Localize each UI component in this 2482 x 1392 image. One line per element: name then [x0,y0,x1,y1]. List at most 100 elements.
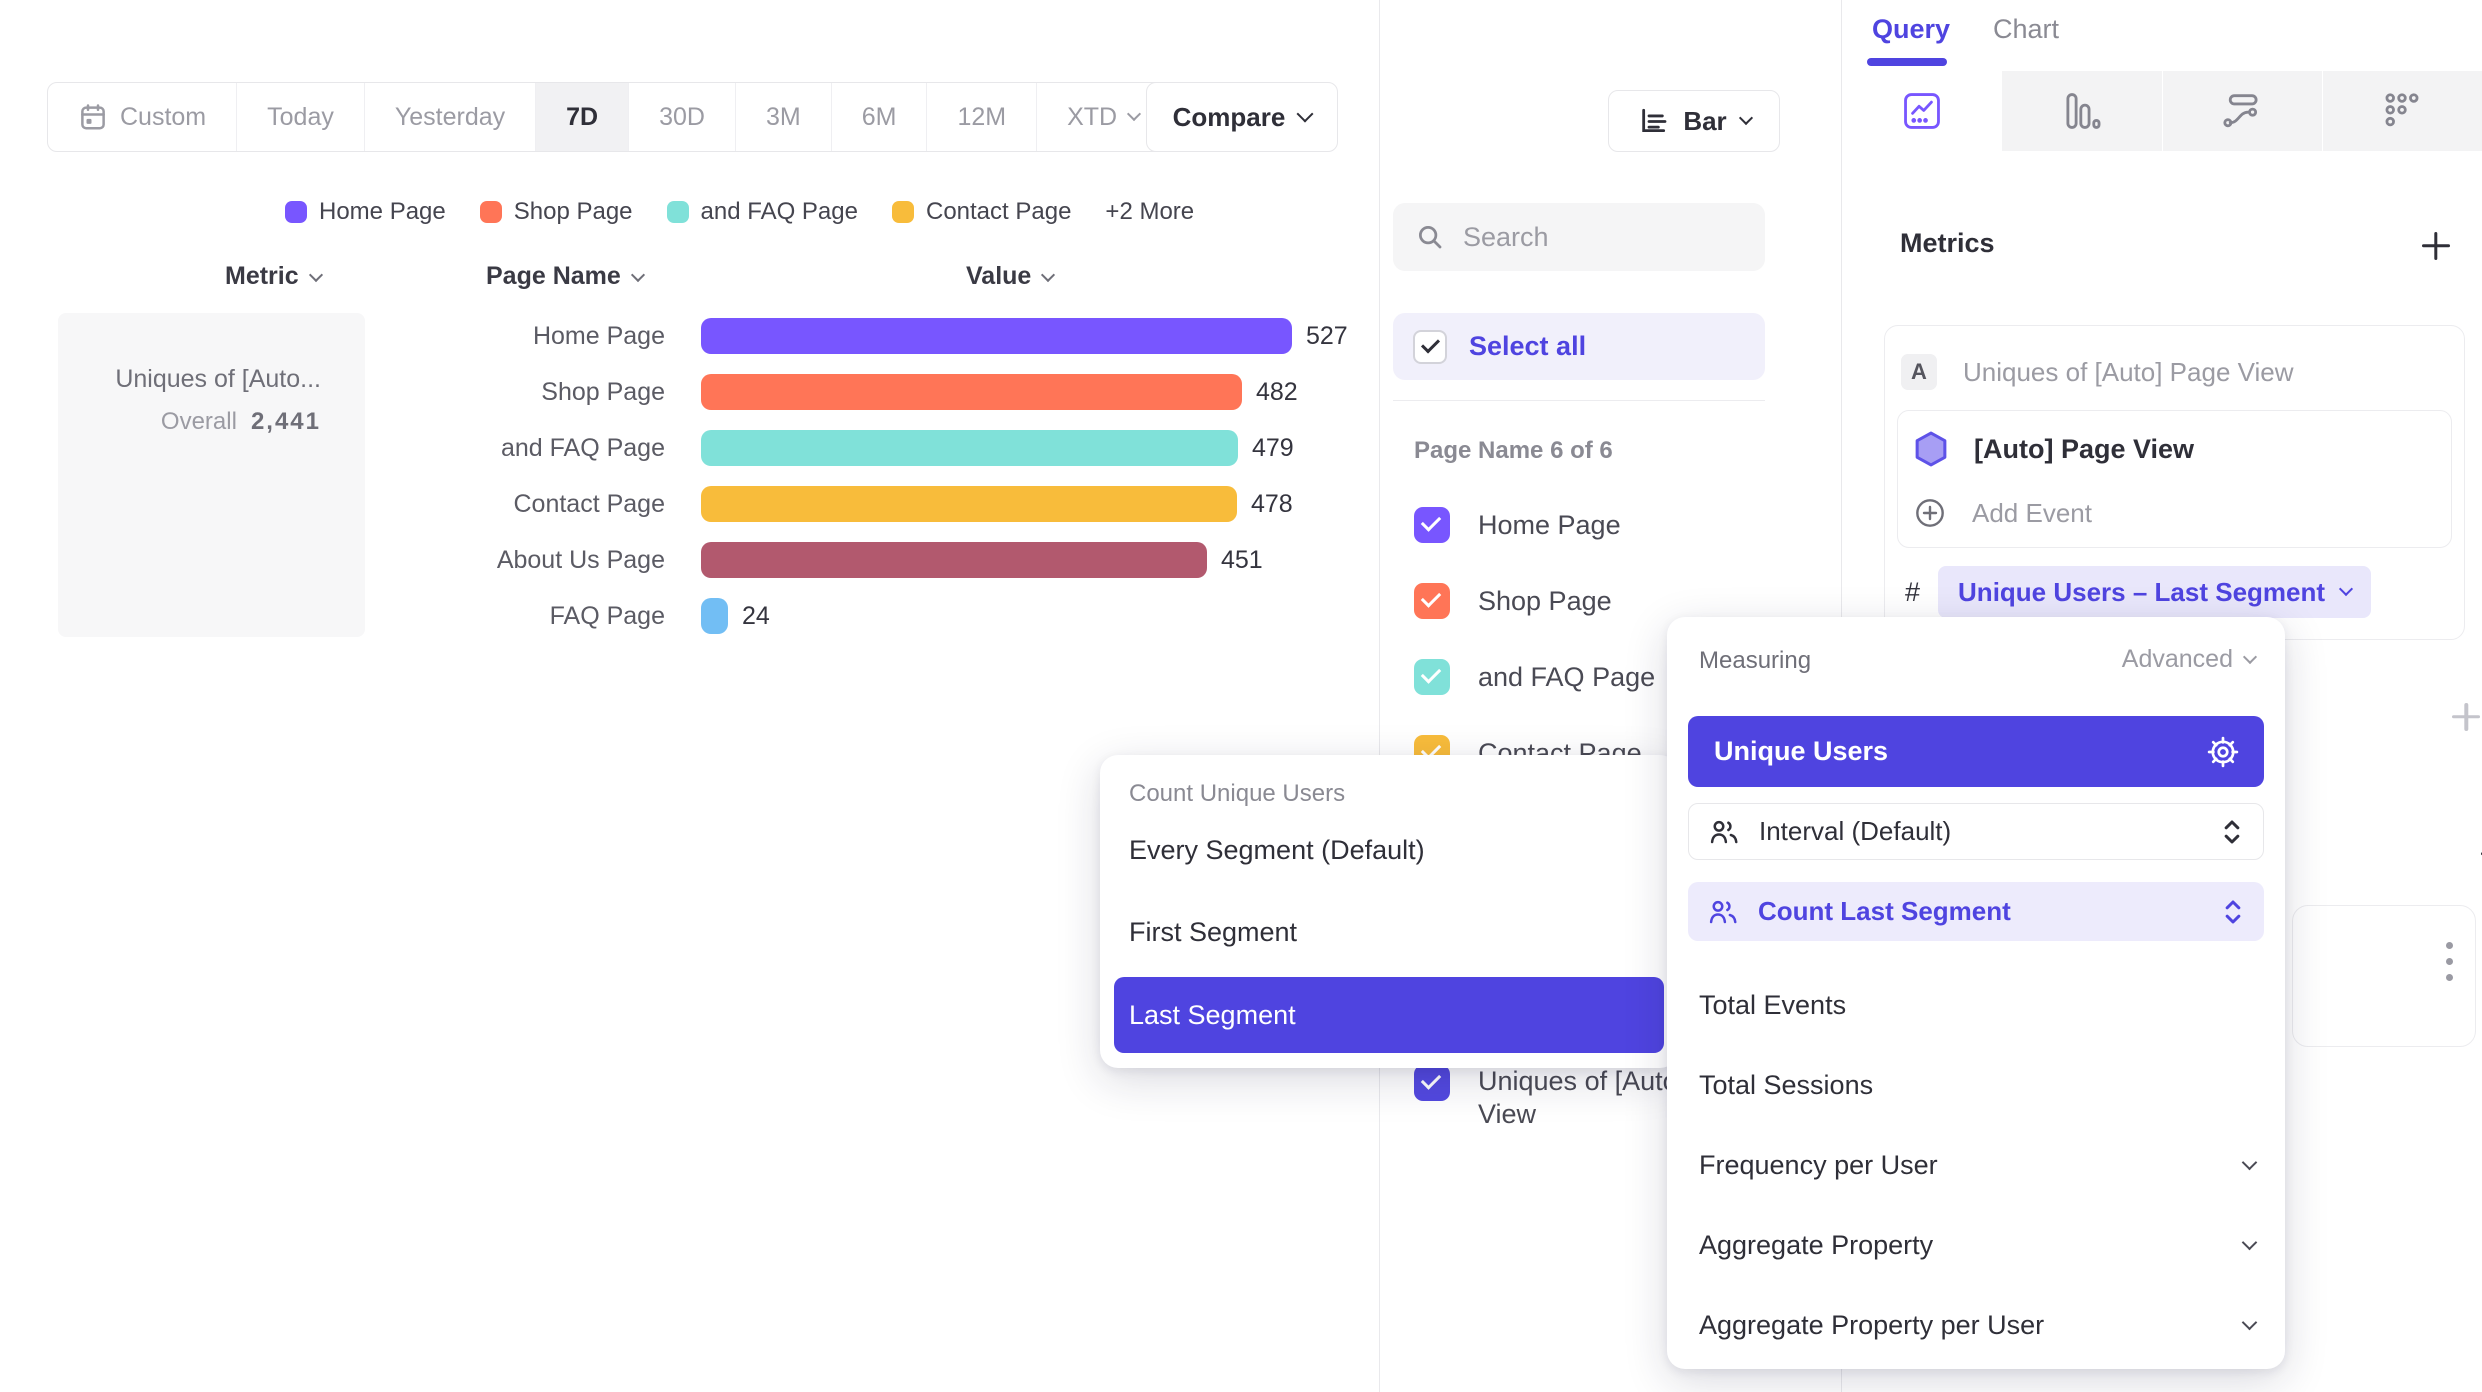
legend-item[interactable]: Home Page [285,198,446,226]
range-label: XTD [1067,102,1118,131]
advanced-label: Advanced [2121,645,2233,673]
filter-checkbox[interactable] [1414,659,1450,695]
bar-category-label: Shop Page [541,377,665,406]
bar[interactable] [701,542,1207,578]
range-30d[interactable]: 30D [629,83,736,151]
bar-wrap: 527 [701,318,1348,354]
metric-overall: Overall 2,441 [161,408,321,436]
legend-item[interactable]: and FAQ Page [666,198,858,226]
bar-wrap: 478 [701,486,1293,522]
search-icon [1419,226,1442,249]
tab-flows[interactable] [2161,71,2322,151]
select-all-row[interactable]: Select all [1393,313,1765,380]
range-12m[interactable]: 12M [927,83,1038,151]
kebab-menu-icon[interactable] [2446,942,2453,981]
filter-label: Shop Page [1478,585,1612,616]
bar-row: About Us Page 451 [0,532,1370,588]
add-metric-button[interactable] [2422,232,2450,260]
column-header-value[interactable]: Value [966,262,1056,291]
filter-item-home-page[interactable]: Home Page [1393,487,1765,563]
tab-funnels[interactable] [2001,71,2162,151]
measuring-option[interactable]: Total Sessions [1667,1045,2285,1125]
metric-badge: A [1901,354,1937,390]
filter-item-shop-page[interactable]: Shop Page [1393,563,1765,639]
tab-insights[interactable] [1842,71,2002,151]
count-option[interactable]: Every Segment (Default) [1129,835,1425,865]
measuring-option-unique-users[interactable]: Unique Users [1688,716,2264,787]
range-custom[interactable]: Custom [48,83,238,151]
legend-item[interactable]: Contact Page [891,198,1071,226]
side-card[interactable] [2292,905,2476,1047]
measuring-option[interactable]: Frequency per User [1667,1125,2285,1205]
column-header-value-label: Value [966,262,1032,290]
legend-item[interactable]: Shop Page [479,198,633,226]
chart-type-label: Bar [1683,105,1727,136]
chart-type-button[interactable]: Bar [1608,90,1780,152]
chevron-down-icon [1127,106,1142,122]
select-all-checkbox[interactable] [1413,329,1447,364]
bar-chart-icon [1642,108,1667,132]
compare-button[interactable]: Compare [1146,82,1338,152]
column-header-page-name[interactable]: Page Name [486,262,645,291]
bar[interactable] [701,486,1237,522]
chevron-down-icon [2242,649,2258,664]
add-event-row[interactable]: Add Event [1914,497,2092,529]
range-xtd[interactable]: XTD [1037,83,1169,151]
legend-label: and FAQ Page [700,198,858,225]
range-6m[interactable]: 6M [832,83,928,151]
event-row[interactable]: [Auto] Page View [1914,431,2194,467]
divider [1393,400,1765,401]
range-3m[interactable]: 3M [736,83,832,151]
metric-definition-card[interactable]: A Uniques of [Auto] Page View [Auto] Pag… [1884,325,2465,640]
measuring-menu: Measuring Advanced Unique Users Interval… [1667,617,2285,1369]
legend-swatch [891,201,914,223]
range-label: Today [267,102,334,131]
search-input[interactable] [1461,220,1725,254]
gear-icon[interactable] [2206,735,2240,769]
chevron-down-icon [1041,267,1056,282]
bar-category-label: Contact Page [513,489,666,518]
measuring-option[interactable]: Total Events [1667,965,2285,1045]
metrics-heading: Metrics [1900,228,1995,258]
column-header-page-name-label: Page Name [486,262,621,290]
search-box[interactable] [1393,203,1765,271]
count-last-segment-label: Count Last Segment [1758,896,2011,926]
metric-summary-card[interactable]: Uniques of [Auto... Overall 2,441 [58,313,365,637]
count-last-segment-stepper[interactable]: Count Last Segment [1688,882,2264,941]
filter-checkbox[interactable] [1414,583,1450,619]
aggregation-pill[interactable]: Unique Users – Last Segment [1938,566,2372,618]
bar-value: 482 [1256,377,1298,406]
advanced-dropdown[interactable]: Advanced [2121,645,2258,674]
legend-label: Home Page [319,198,446,225]
tab-retention[interactable] [2321,71,2482,151]
bar[interactable] [701,430,1238,466]
range-yesterday[interactable]: Yesterday [365,83,537,151]
add-filter-button[interactable] [2452,703,2480,731]
metric-title: Uniques of [Auto... [115,365,321,393]
stepper-icon [2225,900,2241,923]
measuring-option[interactable]: Aggregate Property per User [1667,1285,2285,1365]
tab-query[interactable]: Query [1872,14,1951,44]
count-option-selected[interactable]: Last Segment [1114,977,1664,1053]
aggregation-label: Unique Users – Last Segment [1958,576,2326,607]
range-today[interactable]: Today [237,83,365,151]
bar-chart: Home Page 527 Shop Page 482 and FAQ Page 479 C… [0,308,1370,644]
bar-value: 527 [1306,321,1348,350]
legend-more[interactable]: +2 More [1105,198,1195,225]
compare-label: Compare [1172,101,1286,132]
metric-filter-checkbox[interactable] [1414,1065,1450,1101]
tab-chart[interactable]: Chart [1993,14,2060,44]
bar[interactable] [701,318,1292,354]
filter-item-and-faq-page[interactable]: and FAQ Page [1393,639,1765,715]
bar[interactable] [701,374,1242,410]
flows-icon [2223,94,2258,128]
range-label: 6M [861,102,897,131]
bar[interactable] [701,598,728,634]
metric-overall-label: Overall [160,408,237,435]
range-7d[interactable]: 7D [536,83,630,151]
measuring-option[interactable]: Aggregate Property [1667,1205,2285,1285]
filter-checkbox[interactable] [1414,507,1450,543]
column-header-metric[interactable]: Metric [225,262,323,291]
interval-stepper[interactable]: Interval (Default) [1688,803,2264,860]
count-option[interactable]: First Segment [1129,917,1298,947]
